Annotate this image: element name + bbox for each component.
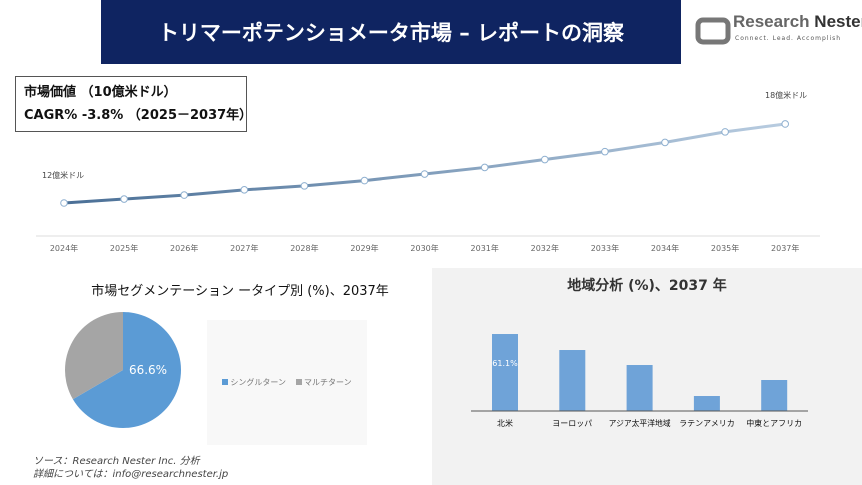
pie-slice-multi-turn — [65, 312, 123, 400]
line-point — [60, 199, 68, 207]
line-point — [120, 195, 128, 203]
line-point — [240, 186, 249, 194]
x-tick-label: 2028年 — [290, 243, 318, 253]
x-tick-label: 2037年 — [771, 243, 799, 253]
pie-slice-single-turn — [72, 312, 181, 428]
market-value-label: 市場価値 （10億米ドル） — [24, 85, 177, 100]
line-point — [420, 170, 429, 178]
bar-category-label: アジア太平洋地域 — [609, 418, 671, 428]
research-nester-logo-icon — [695, 17, 731, 45]
x-tick-label: 2031年 — [471, 243, 499, 253]
line-point — [601, 147, 609, 156]
x-tick-label: 2035年 — [711, 243, 739, 253]
bar-category-label: 北米 — [497, 418, 513, 428]
x-tick-label: 2030年 — [410, 243, 438, 253]
logo-tagline: Connect. Lead. Accomplish — [735, 35, 842, 42]
bar — [626, 365, 653, 411]
type-pie-chart: 66.6% — [65, 312, 181, 428]
report-title-banner: トリマーポテンショメータ市場 – レポートの洞察 — [101, 0, 681, 64]
line-point — [661, 138, 669, 147]
line-point — [180, 191, 188, 199]
market-line-chart: 2024年 2025年 2026年 2027年 2028年 2029年 2030年 2031年… — [36, 90, 820, 253]
x-tick-label: 2034年 — [651, 243, 679, 253]
pie-legend: シングルターン マルチターン — [207, 320, 367, 445]
bar — [761, 380, 788, 411]
x-tick-label: 2029年 — [350, 243, 378, 253]
legend-item-multi: マルチターン — [296, 377, 352, 388]
line-point — [721, 128, 729, 136]
bar — [693, 396, 720, 411]
start-annotation: 12億米ドル — [42, 170, 84, 180]
end-annotation: 18億米ドル — [765, 90, 807, 100]
x-tick-label: 2025年 — [110, 243, 138, 253]
bar — [559, 350, 586, 411]
market-info-box: 市場価値 （10億米ドル） CAGR% -3.8% （2025－2037年） — [15, 76, 253, 132]
bar-data-label: 61.1% — [492, 359, 518, 368]
line-point — [541, 155, 549, 164]
cagr-label: CAGR% -3.8% （2025－2037年） — [24, 108, 253, 123]
x-tick-label: 2032年 — [531, 243, 559, 253]
x-tick-label: 2027年 — [230, 243, 258, 253]
bar-category-label: 中東とアフリカ — [746, 418, 802, 428]
line-point — [300, 182, 309, 190]
report-title: トリマーポテンショメータ市場 – レポートの洞察 — [157, 21, 625, 45]
line-point — [781, 120, 790, 128]
regional-chart-title: 地域分析 (%)、2037 年 — [567, 278, 727, 294]
regional-bar-chart: 北米 61.1% ヨーロッパ アジア太平洋地域 ラテンアメリカ 中東とアフリカ — [471, 334, 808, 428]
line-series — [63, 122, 786, 205]
legend-item-single: シングルターン — [222, 377, 286, 388]
x-tick-label: 2026年 — [170, 243, 198, 253]
logo-text: Research Nester — [733, 12, 862, 31]
bar — [492, 334, 518, 411]
line-point — [480, 163, 489, 172]
bar-category-label: ラテンアメリカ — [679, 419, 735, 428]
source-note: ソース：Research Nester Inc. 分析 詳細については：info@… — [33, 456, 229, 480]
x-tick-label: 2024年 — [50, 243, 78, 253]
pie-data-label: 66.6% — [129, 363, 167, 377]
bar-category-label: ヨーロッパ — [552, 419, 592, 428]
x-tick-label: 2033年 — [591, 243, 619, 253]
line-point — [360, 176, 369, 185]
segment-chart-title: 市場セグメンテーション ータイプ別 (%)、2037年 — [91, 284, 389, 299]
